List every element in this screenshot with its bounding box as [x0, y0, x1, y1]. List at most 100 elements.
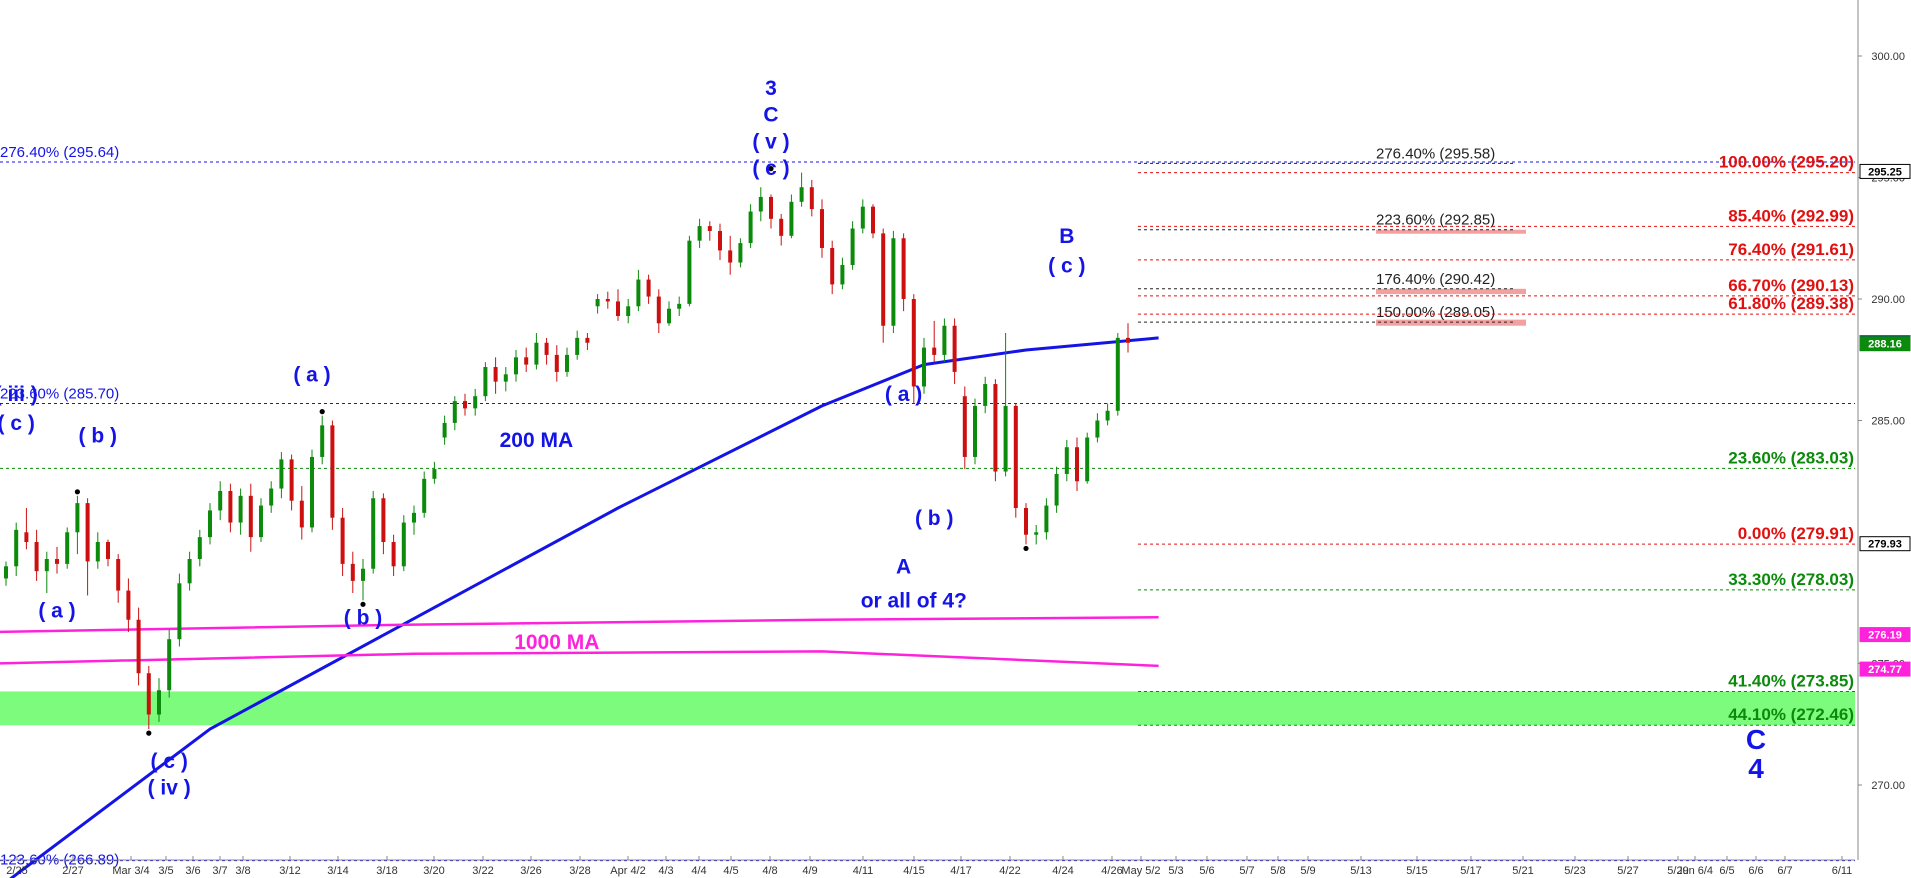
pivot-dot — [319, 409, 325, 415]
x-tick-label: 3/28 — [569, 865, 590, 877]
support-zone — [0, 691, 1855, 726]
candle-body — [1054, 473, 1059, 506]
y-tick-label: 300.00 — [1871, 51, 1905, 63]
candle-body — [860, 206, 865, 229]
x-tick-label: 4/24 — [1052, 865, 1073, 877]
x-tick-label: 4/9 — [802, 865, 817, 877]
wave-label-layer: ( iii ) ( c ) ( a ) ( b ) ( c ) ( iv ) ( a ) ( … — [0, 77, 1766, 800]
wave-label: ( b ) — [344, 607, 382, 630]
candle-body — [483, 367, 488, 397]
candle-body — [891, 238, 896, 326]
x-tick-label: 3/7 — [212, 865, 227, 877]
candle-body — [575, 337, 580, 355]
candle-body — [901, 238, 906, 299]
wave-degree-label: C — [1746, 724, 1766, 755]
candle-body — [554, 354, 559, 372]
wave-label: C — [763, 104, 778, 127]
zone-layer — [0, 229, 1855, 726]
candle-body — [932, 347, 937, 355]
x-tick-label: 3/6 — [185, 865, 200, 877]
fib-label: 44.10% (272.46) — [1728, 705, 1854, 724]
candle-body — [299, 500, 304, 528]
wave-label: ( b ) — [915, 507, 953, 530]
wave-degree-label: 4 — [1748, 753, 1764, 784]
fibonacci-layer: 276.40% (295.64)223.60% (285.70)123.60% … — [0, 144, 1855, 869]
x-tick-label: Mar 3/4 — [112, 865, 149, 877]
candle-body — [544, 342, 549, 355]
x-tick-label: 6/6 — [1748, 865, 1763, 877]
candle-body — [157, 690, 161, 715]
x-tick-label: 5/3 — [1168, 865, 1183, 877]
x-tick-label: 5/21 — [1512, 865, 1533, 877]
moving-average-layer — [0, 336, 1159, 878]
fib-label: 276.40% (295.58) — [1376, 145, 1495, 162]
candle-body — [565, 354, 569, 372]
candle-body — [238, 495, 243, 523]
candle-body — [218, 490, 223, 511]
price-tag — [1859, 163, 1911, 179]
x-tick-label: 4/8 — [762, 865, 777, 877]
candle-body — [809, 187, 814, 210]
candle-body — [473, 396, 478, 409]
fib-label: 76.40% (291.61) — [1728, 240, 1854, 259]
candle-body — [248, 495, 253, 538]
y-tick-label: 285.00 — [1871, 416, 1905, 428]
candle-body — [748, 211, 753, 244]
candle-body — [126, 590, 131, 620]
resistance-zone — [1376, 288, 1526, 295]
fib-label: 150.00% (289.05) — [1376, 304, 1495, 321]
x-tick-label: 5/13 — [1350, 865, 1371, 877]
fib-label: 100.00% (295.20) — [1719, 153, 1854, 172]
candle-body — [830, 247, 835, 285]
x-tick-label: 4/17 — [950, 865, 971, 877]
candle-body — [585, 337, 590, 343]
candle-body — [677, 303, 682, 309]
fib-label: 41.40% (273.85) — [1728, 671, 1854, 690]
candle-body — [442, 422, 447, 438]
candle-body — [340, 517, 345, 564]
pivot-dot — [768, 166, 774, 172]
x-tick-label: 4/15 — [903, 865, 924, 877]
ma1000-line — [0, 616, 1159, 634]
wave-label: ( a ) — [293, 364, 330, 387]
candle-body — [116, 559, 121, 591]
pivot-dot — [360, 601, 366, 607]
x-tick-label: May 5/2 — [1121, 865, 1160, 877]
wave-label: ( iv ) — [148, 777, 191, 800]
candle-body — [1003, 405, 1008, 472]
candle-body — [962, 396, 967, 457]
wave-label: ( a ) — [38, 599, 75, 622]
candle-body — [432, 469, 437, 479]
x-tick-label: 5/17 — [1460, 865, 1481, 877]
price-tag-label: 279.93 — [1868, 539, 1902, 551]
x-tick-label: 5/29 — [1667, 865, 1688, 877]
y-tick-label: 290.00 — [1871, 294, 1905, 306]
x-tick-label: 4/26 — [1101, 865, 1122, 877]
candle-body — [1013, 405, 1018, 508]
x-tick-label: 2/25 — [6, 865, 27, 877]
candle-body — [197, 537, 202, 560]
candle-body — [718, 230, 722, 251]
candle-body — [1024, 507, 1028, 535]
fib-label: 85.40% (292.99) — [1728, 206, 1854, 225]
candle-body — [493, 367, 498, 382]
candle-body — [259, 505, 263, 538]
price-tag-label: 288.16 — [1868, 339, 1902, 351]
candle-body — [942, 325, 947, 355]
pivot-dot — [146, 730, 152, 736]
candle-body — [820, 209, 824, 248]
candle-body — [973, 405, 977, 457]
x-tick-label: 6/11 — [1832, 865, 1853, 877]
candle-body — [228, 490, 233, 523]
candle-body — [636, 279, 641, 307]
candle-body — [320, 425, 325, 457]
candle-body — [1044, 505, 1049, 533]
candle-body — [871, 206, 875, 234]
candle-body — [1064, 447, 1069, 474]
price-tag-label: 295.25 — [1868, 166, 1902, 178]
x-tick-label: 6/7 — [1777, 865, 1792, 877]
wave-label: ( b ) — [79, 424, 117, 447]
candle-body — [514, 357, 518, 375]
wave-label: A — [896, 556, 911, 579]
